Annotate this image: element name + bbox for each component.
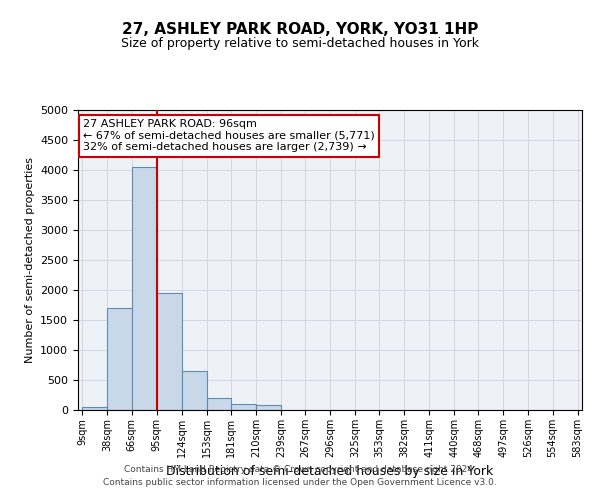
Text: Contains public sector information licensed under the Open Government Licence v3: Contains public sector information licen… — [103, 478, 497, 487]
Bar — [231, 404, 256, 410]
Text: 27, ASHLEY PARK ROAD, YORK, YO31 1HP: 27, ASHLEY PARK ROAD, YORK, YO31 1HP — [122, 22, 478, 38]
X-axis label: Distribution of semi-detached houses by size in York: Distribution of semi-detached houses by … — [166, 466, 494, 478]
Text: Size of property relative to semi-detached houses in York: Size of property relative to semi-detach… — [121, 38, 479, 51]
Bar — [131, 167, 157, 410]
Bar — [107, 308, 131, 410]
Bar — [182, 371, 206, 410]
Y-axis label: Number of semi-detached properties: Number of semi-detached properties — [25, 157, 35, 363]
Bar — [256, 405, 281, 410]
Text: Contains HM Land Registry data © Crown copyright and database right 2024.: Contains HM Land Registry data © Crown c… — [124, 466, 476, 474]
Bar — [206, 398, 231, 410]
Text: 27 ASHLEY PARK ROAD: 96sqm
← 67% of semi-detached houses are smaller (5,771)
32%: 27 ASHLEY PARK ROAD: 96sqm ← 67% of semi… — [83, 119, 375, 152]
Bar — [157, 293, 182, 410]
Bar — [82, 407, 107, 410]
